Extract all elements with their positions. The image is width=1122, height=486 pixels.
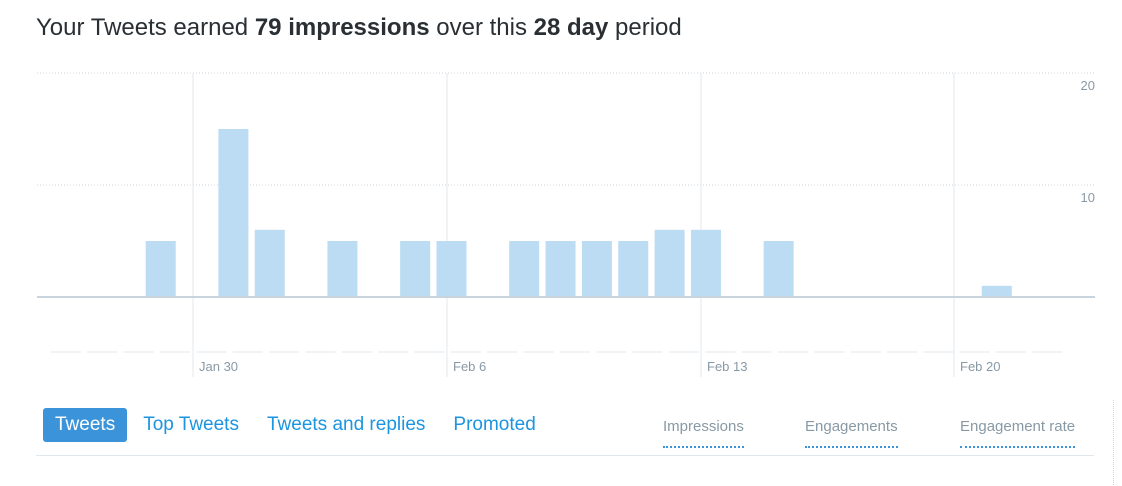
bar — [509, 241, 540, 297]
x-tick-label: Jan 30 — [199, 359, 238, 374]
bar — [327, 241, 358, 297]
y-tick-label: 20 — [1081, 78, 1095, 93]
bar — [981, 285, 1012, 297]
bar — [654, 229, 685, 297]
bar — [618, 241, 649, 297]
impressions-chart: 20 10 Jan 30 Feb 6 Feb 13 Feb 20 — [37, 72, 1095, 377]
engagements-column-header[interactable]: Engagements — [805, 416, 898, 448]
tab-tweets[interactable]: Tweets — [43, 408, 128, 442]
bar — [145, 241, 176, 297]
period-length: 28 day — [533, 14, 609, 41]
bar — [763, 241, 794, 297]
bar — [254, 229, 285, 297]
tweet-filter-tabs: Tweets Top Tweets Tweets and replies Pro… — [43, 408, 564, 442]
bar — [581, 241, 612, 297]
x-tick-label: Feb 6 — [453, 359, 486, 374]
bar — [690, 229, 721, 297]
bar — [400, 241, 431, 297]
tab-top-tweets[interactable]: Top Tweets — [143, 414, 239, 435]
x-tick-label: Feb 13 — [707, 359, 747, 374]
bar — [218, 129, 249, 297]
tab-promoted[interactable]: Promoted — [453, 414, 536, 435]
impressions-count: 79 impressions — [254, 14, 430, 41]
bar — [436, 241, 467, 297]
engagement-rate-column-header[interactable]: Engagement rate — [960, 416, 1076, 448]
page-title: Your Tweets earned 79 impressions over t… — [36, 14, 682, 42]
content-divider — [36, 455, 1094, 456]
y-tick-label: 10 — [1081, 190, 1095, 205]
column-divider — [1113, 400, 1115, 485]
x-tick-label: Feb 20 — [960, 359, 1000, 374]
headline-middle: over this — [429, 14, 534, 41]
headline-prefix: Your Tweets earned — [36, 14, 255, 41]
tab-tweets-and-replies[interactable]: Tweets and replies — [266, 414, 426, 435]
bar — [545, 241, 576, 297]
impressions-column-header[interactable]: Impressions — [663, 416, 744, 448]
headline-suffix: period — [608, 14, 682, 41]
